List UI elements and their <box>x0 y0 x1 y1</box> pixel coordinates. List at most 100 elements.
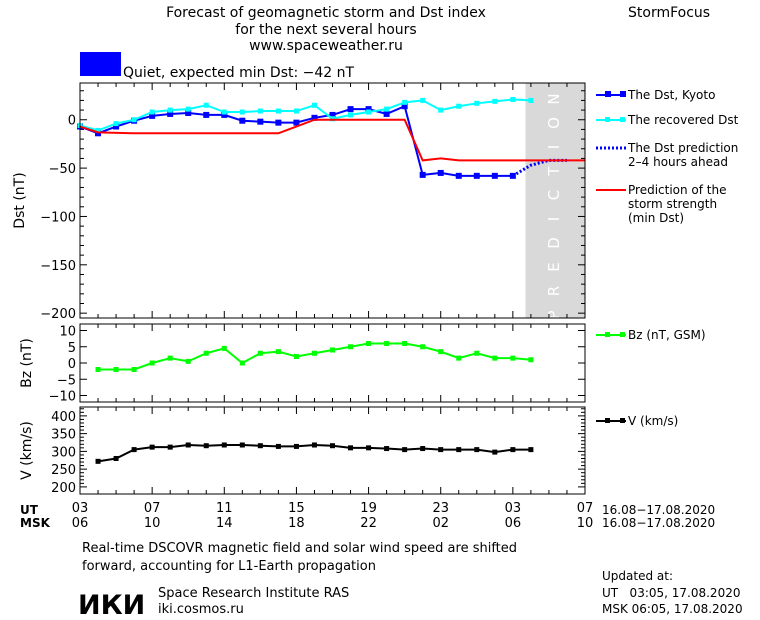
y-tick-label: −10 <box>49 390 76 405</box>
data-point <box>293 354 299 359</box>
updated-msk: MSK 06:05, 17.08.2020 <box>602 602 743 616</box>
data-point <box>203 111 210 118</box>
data-point <box>149 109 155 115</box>
data-point <box>438 349 444 355</box>
legend-storm-strength: Prediction of the storm strength (min Dst) <box>596 183 727 225</box>
data-point <box>167 110 174 117</box>
data-point <box>329 111 336 118</box>
x-tick-label-msk: 06 <box>505 516 522 531</box>
data-point <box>438 447 444 453</box>
x-tick-label-msk: 06 <box>72 516 89 531</box>
data-point <box>366 445 372 451</box>
data-point <box>185 109 192 116</box>
legend-label: The Dst, Kyoto <box>627 88 715 102</box>
prediction-letter: I <box>545 145 563 149</box>
series-line <box>79 104 513 177</box>
data-point <box>455 172 462 179</box>
prediction-letter: C <box>545 190 563 200</box>
prediction-letter: D <box>545 237 563 249</box>
x-tick-label-ut: 03 <box>72 501 89 516</box>
data-point <box>311 350 317 356</box>
data-point <box>203 443 209 449</box>
prediction-letter: P <box>545 310 563 319</box>
data-point <box>293 108 299 114</box>
data-point <box>257 350 263 356</box>
data-point <box>384 446 390 452</box>
data-point <box>293 119 300 126</box>
data-point <box>257 118 264 125</box>
data-point <box>420 344 426 350</box>
legend-label-line: storm strength <box>628 197 717 211</box>
legend-label: V (km/s) <box>628 414 678 428</box>
prediction-letter: O <box>545 117 563 129</box>
data-point <box>221 111 228 118</box>
data-point <box>510 355 516 361</box>
status-text: Quiet, expected min Dst: −42 nT <box>123 65 355 81</box>
y-tick-label: 400 <box>51 410 76 425</box>
data-point <box>492 449 498 455</box>
series-line <box>79 118 585 162</box>
legend-label: Prediction of the storm strength (min Dst) <box>628 183 727 225</box>
data-point <box>402 99 408 105</box>
data-point <box>384 106 390 112</box>
footer: Real-time DSCOVR magnetic field and sola… <box>78 541 743 620</box>
dst-panel: P R E D I C T I O N 0 −50 −100 −150 −200 Dst (nT) <box>12 82 586 322</box>
data-point <box>221 442 227 448</box>
updated-ut: UT 03:05, 17.08.2020 <box>602 586 740 600</box>
data-point <box>384 341 390 346</box>
y-tick-label: 350 <box>51 428 76 443</box>
y-tick-label: 10 <box>59 325 76 340</box>
data-point <box>275 443 281 449</box>
legend-bz: Bz (nT, GSM) <box>596 328 706 342</box>
x-tick-label-ut: 23 <box>432 501 449 516</box>
data-point <box>275 108 281 114</box>
data-point <box>239 117 246 124</box>
legend-dst-kyoto: The Dst, Kyoto <box>596 88 715 102</box>
data-point <box>473 172 480 179</box>
data-point <box>420 97 426 103</box>
data-point <box>95 127 101 133</box>
y-tick-label: −150 <box>40 259 76 274</box>
x-tick-label-ut: 07 <box>577 501 594 516</box>
x-tick-label-msk: 22 <box>360 516 377 531</box>
y-tick-label: 300 <box>51 445 76 460</box>
data-point <box>491 172 498 179</box>
legend-dst-prediction: The Dst prediction 2–4 hours ahead <box>596 141 738 169</box>
data-point <box>221 109 227 115</box>
prediction-letter: I <box>545 217 563 221</box>
y-axis-label: Bz (nT) <box>19 338 35 388</box>
y-tick-label: −5 <box>57 373 76 388</box>
institute-name: Space Research Institute RAS <box>158 586 349 601</box>
data-point <box>275 119 282 126</box>
updated-label: Updated at: <box>602 569 673 583</box>
data-point <box>293 443 299 449</box>
data-point <box>239 109 245 115</box>
msk-date-range: 16.08−17.08.2020 <box>602 516 715 530</box>
x-tick-label-msk: 18 <box>288 516 305 531</box>
data-point <box>456 447 462 453</box>
data-point <box>528 447 534 453</box>
legend-label-line: 2–4 hours ahead <box>628 155 728 169</box>
header: Forecast of geomagnetic storm and Dst in… <box>80 5 710 81</box>
title-line-2: for the next several hours <box>235 22 416 38</box>
legend-label: The recovered Dst <box>627 113 739 127</box>
data-point <box>167 107 173 113</box>
x-tick-label-msk: 14 <box>216 516 233 531</box>
legend-label-line: The Dst prediction <box>627 141 738 155</box>
data-point <box>348 445 354 451</box>
data-point <box>113 121 119 127</box>
data-point <box>456 103 462 109</box>
data-point <box>167 355 173 361</box>
y-axis-label: V (km/s) <box>19 421 35 480</box>
legend-label-line: Prediction of the <box>628 183 727 197</box>
data-point <box>203 102 209 108</box>
data-point <box>383 110 390 117</box>
legend-v: V (km/s) <box>596 414 678 428</box>
data-point <box>95 458 101 464</box>
series-line <box>79 98 531 132</box>
prediction-letter: R <box>545 286 563 296</box>
data-point <box>347 106 354 113</box>
data-point <box>113 367 119 372</box>
